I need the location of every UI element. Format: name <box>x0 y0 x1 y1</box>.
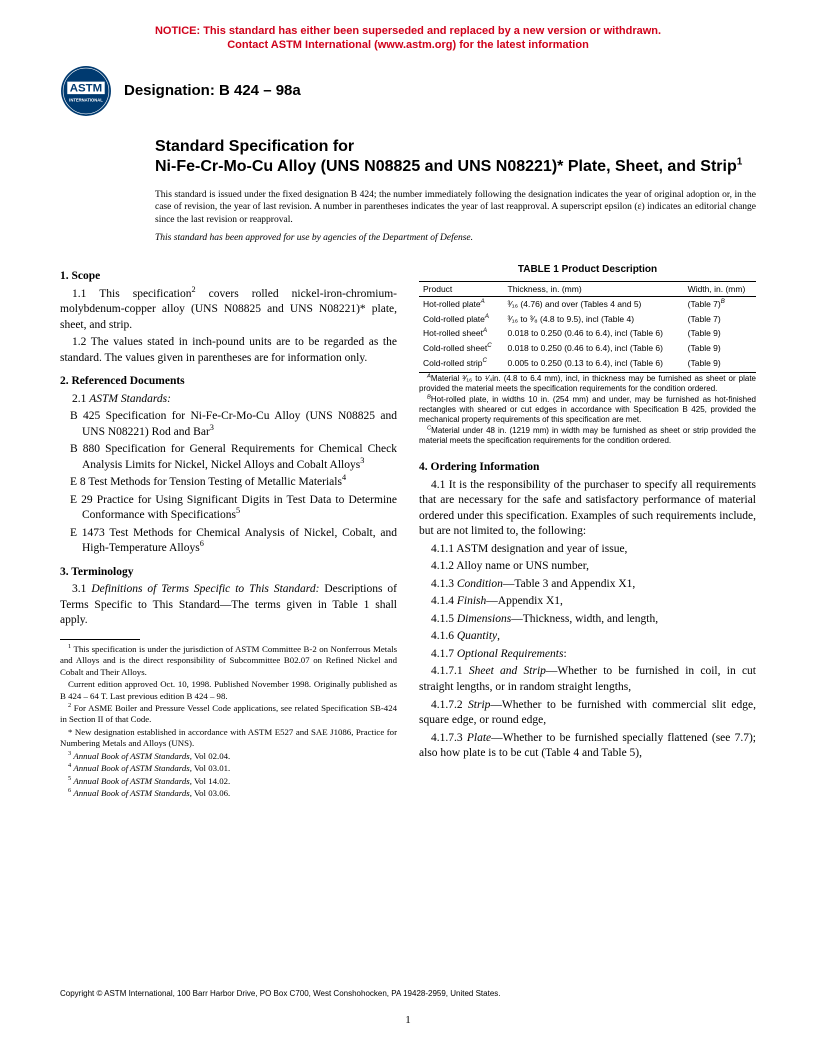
scope-head: 1. Scope <box>60 269 397 285</box>
order-p5: 4.1.4 Finish—Appendix X1, <box>419 594 756 610</box>
term-head: 3. Terminology <box>60 565 397 581</box>
fn4: 4 Annual Book of ASTM Standards, Vol 03.… <box>60 763 397 774</box>
scope-p2: 1.2 The values stated in inch-pound unit… <box>60 335 397 366</box>
footnotes: 1 This specification is under the jurisd… <box>60 639 397 799</box>
tnote-b: BHot-rolled plate, in widths 10 in. (254… <box>419 395 756 425</box>
ref-item-0: B 425 Specification for Ni-Fe-Cr-Mo-Cu A… <box>60 409 397 440</box>
title-lead: Standard Specification for <box>155 138 354 155</box>
order-head: 4. Ordering Information <box>419 460 756 476</box>
refs-lead: 2.1 ASTM Standards: <box>60 392 397 408</box>
order-p3: 4.1.2 Alloy name or UNS number, <box>419 559 756 575</box>
copyright: Copyright © ASTM International, 100 Barr… <box>60 989 501 998</box>
svg-text:ASTM: ASTM <box>70 82 102 94</box>
table-row: Hot-rolled plateA³⁄₁₆ (4.76) and over (T… <box>419 297 756 312</box>
ref-item-1: B 880 Specification for General Requirem… <box>60 442 397 473</box>
tnote-c: CMaterial under 48 in. (1219 mm) in widt… <box>419 426 756 446</box>
fnstar: * New designation established in accorda… <box>60 727 397 750</box>
ref-item-4: E 1473 Test Methods for Chemical Analysi… <box>60 526 397 557</box>
table-row: Cold-rolled stripC0.005 to 0.250 (0.13 t… <box>419 356 756 373</box>
ref-item-3: E 29 Practice for Using Significant Digi… <box>60 493 397 524</box>
order-p8: 4.1.7 Optional Requirements: <box>419 647 756 663</box>
refs-head: 2. Referenced Documents <box>60 374 397 390</box>
order-p4: 4.1.3 Condition—Table 3 and Appendix X1, <box>419 577 756 593</box>
fn1: 1 This specification is under the jurisd… <box>60 644 397 678</box>
issuance-note: This standard is issued under the fixed … <box>155 189 756 227</box>
ref-item-2: E 8 Test Methods for Tension Testing of … <box>60 475 397 491</box>
scope-p1: 1.1 This specification2 covers rolled ni… <box>60 287 397 334</box>
page-number: 1 <box>0 1014 816 1026</box>
body-columns: 1. Scope 1.1 This specification2 covers … <box>60 261 756 800</box>
order-p2: 4.1.1 ASTM designation and year of issue… <box>419 542 756 558</box>
header-row: ASTM INTERNATIONAL Designation: B 424 – … <box>60 65 756 117</box>
th-thickness: Thickness, in. (mm) <box>504 281 684 297</box>
astm-logo: ASTM INTERNATIONAL <box>60 65 112 117</box>
table1-grid: Product Thickness, in. (mm) Width, in. (… <box>419 281 756 374</box>
designation: Designation: B 424 – 98a <box>124 82 301 99</box>
order-p11: 4.1.7.3 Plate—Whether to be furnished sp… <box>419 731 756 762</box>
table-header-row: Product Thickness, in. (mm) Width, in. (… <box>419 281 756 297</box>
term-p1: 3.1 Definitions of Terms Specific to Thi… <box>60 582 397 629</box>
title-main: Ni-Fe-Cr-Mo-Cu Alloy (UNS N08825 and UNS… <box>155 158 737 175</box>
tnote-a: AMaterial ³⁄₁₆ to ¹⁄₄in. (4.8 to 6.4 mm)… <box>419 374 756 394</box>
table-row: Hot-rolled sheetA0.018 to 0.250 (0.46 to… <box>419 326 756 341</box>
notice-line1: NOTICE: This standard has either been su… <box>155 25 661 37</box>
notice-banner: NOTICE: This standard has either been su… <box>60 24 756 53</box>
order-p10: 4.1.7.2 Strip—Whether to be furnished wi… <box>419 698 756 729</box>
fn3: 3 Annual Book of ASTM Standards, Vol 02.… <box>60 751 397 762</box>
notice-line2: Contact ASTM International (www.astm.org… <box>227 39 589 51</box>
order-p1: 4.1 It is the responsibility of the purc… <box>419 478 756 540</box>
order-p9: 4.1.7.1 Sheet and Strip—Whether to be fu… <box>419 664 756 695</box>
fn1b: Current edition approved Oct. 10, 1998. … <box>60 679 397 702</box>
table1: TABLE 1 Product Description Product Thic… <box>419 263 756 446</box>
order-p7: 4.1.6 Quantity, <box>419 629 756 645</box>
title-sup: 1 <box>737 156 743 167</box>
table-row: Cold-rolled plateA³⁄₁₆ to ³⁄₈ (4.8 to 9.… <box>419 312 756 327</box>
order-p6: 4.1.5 Dimensions—Thickness, width, and l… <box>419 612 756 628</box>
table1-title: TABLE 1 Product Description <box>419 263 756 277</box>
approval-note: This standard has been approved for use … <box>155 233 756 243</box>
fn2: 2 For ASME Boiler and Pressure Vessel Co… <box>60 703 397 726</box>
th-width: Width, in. (mm) <box>684 281 756 297</box>
th-product: Product <box>419 281 504 297</box>
svg-text:INTERNATIONAL: INTERNATIONAL <box>69 97 103 102</box>
fn5: 5 Annual Book of ASTM Standards, Vol 14.… <box>60 776 397 787</box>
table-row: Cold-rolled sheetC0.018 to 0.250 (0.46 t… <box>419 341 756 356</box>
fn6: 6 Annual Book of ASTM Standards, Vol 03.… <box>60 788 397 799</box>
title-block: Standard Specification for Ni-Fe-Cr-Mo-C… <box>155 137 756 177</box>
